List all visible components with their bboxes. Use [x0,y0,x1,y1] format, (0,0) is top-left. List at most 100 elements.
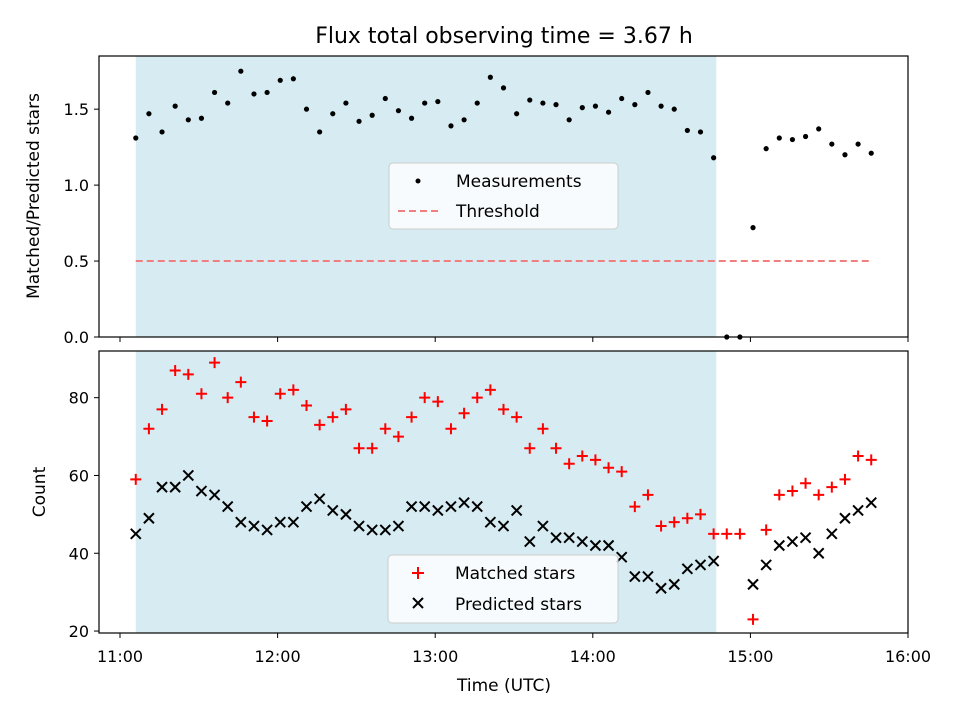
measurement-point [776,135,782,141]
legend-measurements-marker [415,178,421,184]
measurement-point [251,91,257,97]
matched-star-point [327,411,339,423]
measurement-point [619,95,625,102]
measurement-point [697,129,704,135]
predicted-star-point [668,578,680,591]
top-title: Flux total observing time = 3.67 h [315,24,693,49]
matched-star-point [773,489,785,501]
matched-star-point [195,388,207,400]
predicted-star-point [300,500,313,513]
matched-star-point [721,528,733,540]
measurement-point [238,68,244,74]
predicted-star-point [235,516,247,528]
measurement-point [684,127,690,134]
matched-star-point [353,442,365,454]
top-legend: Measurements Threshold [388,162,619,230]
bottom-y-tick-label: 20 [69,622,89,641]
measurement-point [829,141,835,147]
matched-star-point [563,458,575,470]
bottom-y-axis: 20 40 60 80 [69,389,99,641]
predicted-star-point [826,528,838,540]
measurement-point [816,126,822,132]
legend-matched-label: Matched stars [455,564,575,584]
measurement-point [842,152,848,158]
predicted-star-point [274,516,286,528]
predicted-star-point [261,524,273,536]
predicted-star-point [602,539,615,552]
measurement-point [540,100,546,106]
measurement-point [789,136,796,143]
predicted-star-point [327,504,339,517]
measurement-point [330,111,336,117]
top-y-axis: 0.0 0.5 1.0 1.5 [64,100,99,347]
predicted-star-point [865,496,877,509]
x-tick-label: 11:00 [97,647,143,666]
bottom-legend: Matched stars Predicted stars [387,554,619,624]
matched-star-point [511,411,523,423]
legend-threshold-label: Threshold [455,202,540,222]
matched-star-point [524,442,536,454]
predicted-star-point [195,485,208,497]
measurement-point [566,117,572,123]
matched-star-point [222,392,234,404]
predicted-star-point [707,555,720,567]
measurement-point [855,141,861,147]
measurement-point [317,129,323,135]
measurement-point [264,89,270,96]
top-y-tick-label: 1.5 [64,100,89,119]
predicted-star-point [156,481,168,493]
matched-star-point [209,357,221,369]
matched-star-point [445,423,457,435]
x-tick-label: 14:00 [570,647,616,666]
bottom-x-axis: 11:00 12:00 13:00 14:00 15:00 16:00 [97,633,931,666]
matched-star-point [852,450,864,462]
predicted-star-point [563,531,575,544]
predicted-star-point [248,520,260,532]
measurement-point [225,100,231,106]
measurement-point [277,77,283,83]
matched-star-point [734,528,746,540]
measurement-point [750,225,756,231]
measurement-point [159,129,165,135]
predicted-star-point [799,531,812,544]
measurement-point [487,74,493,80]
matched-star-point [235,376,247,388]
predicted-star-point [537,520,549,532]
x-tick-label: 16:00 [885,647,931,666]
matched-star-point [603,462,615,474]
measurement-point [369,112,375,118]
matched-star-point [498,403,509,415]
predicted-star-point [773,539,786,552]
measurement-point [868,150,874,156]
predicted-star-point [392,520,405,532]
predicted-star-point [694,559,707,571]
predicted-stars-points [130,469,877,594]
matched-star-point [813,489,825,501]
measurement-points [133,68,874,340]
measurement-point [172,103,178,109]
matched-star-point [694,508,706,520]
matched-star-point [760,524,772,536]
measurement-point [802,133,809,140]
matched-star-point [642,489,654,501]
measurement-point [185,117,191,123]
predicted-star-point [655,582,667,594]
predicted-star-point [812,547,825,559]
legend-measurements-label: Measurements [456,172,582,192]
predicted-star-point [642,570,654,583]
matched-star-point [419,392,431,404]
measurement-point [408,115,415,121]
measurement-point [527,97,533,103]
matched-star-point [143,423,155,435]
matched-star-point [261,415,273,427]
bottom-y-tick-label: 80 [69,389,89,408]
predicted-star-point [313,493,326,505]
predicted-star-point [169,481,181,493]
predicted-star-point [589,539,602,552]
matched-star-point [471,392,483,404]
measurement-point [382,95,388,102]
matched-star-point [169,364,181,376]
legend-predicted-label: Predicted stars [455,595,582,615]
matched-stars-points [130,357,877,625]
